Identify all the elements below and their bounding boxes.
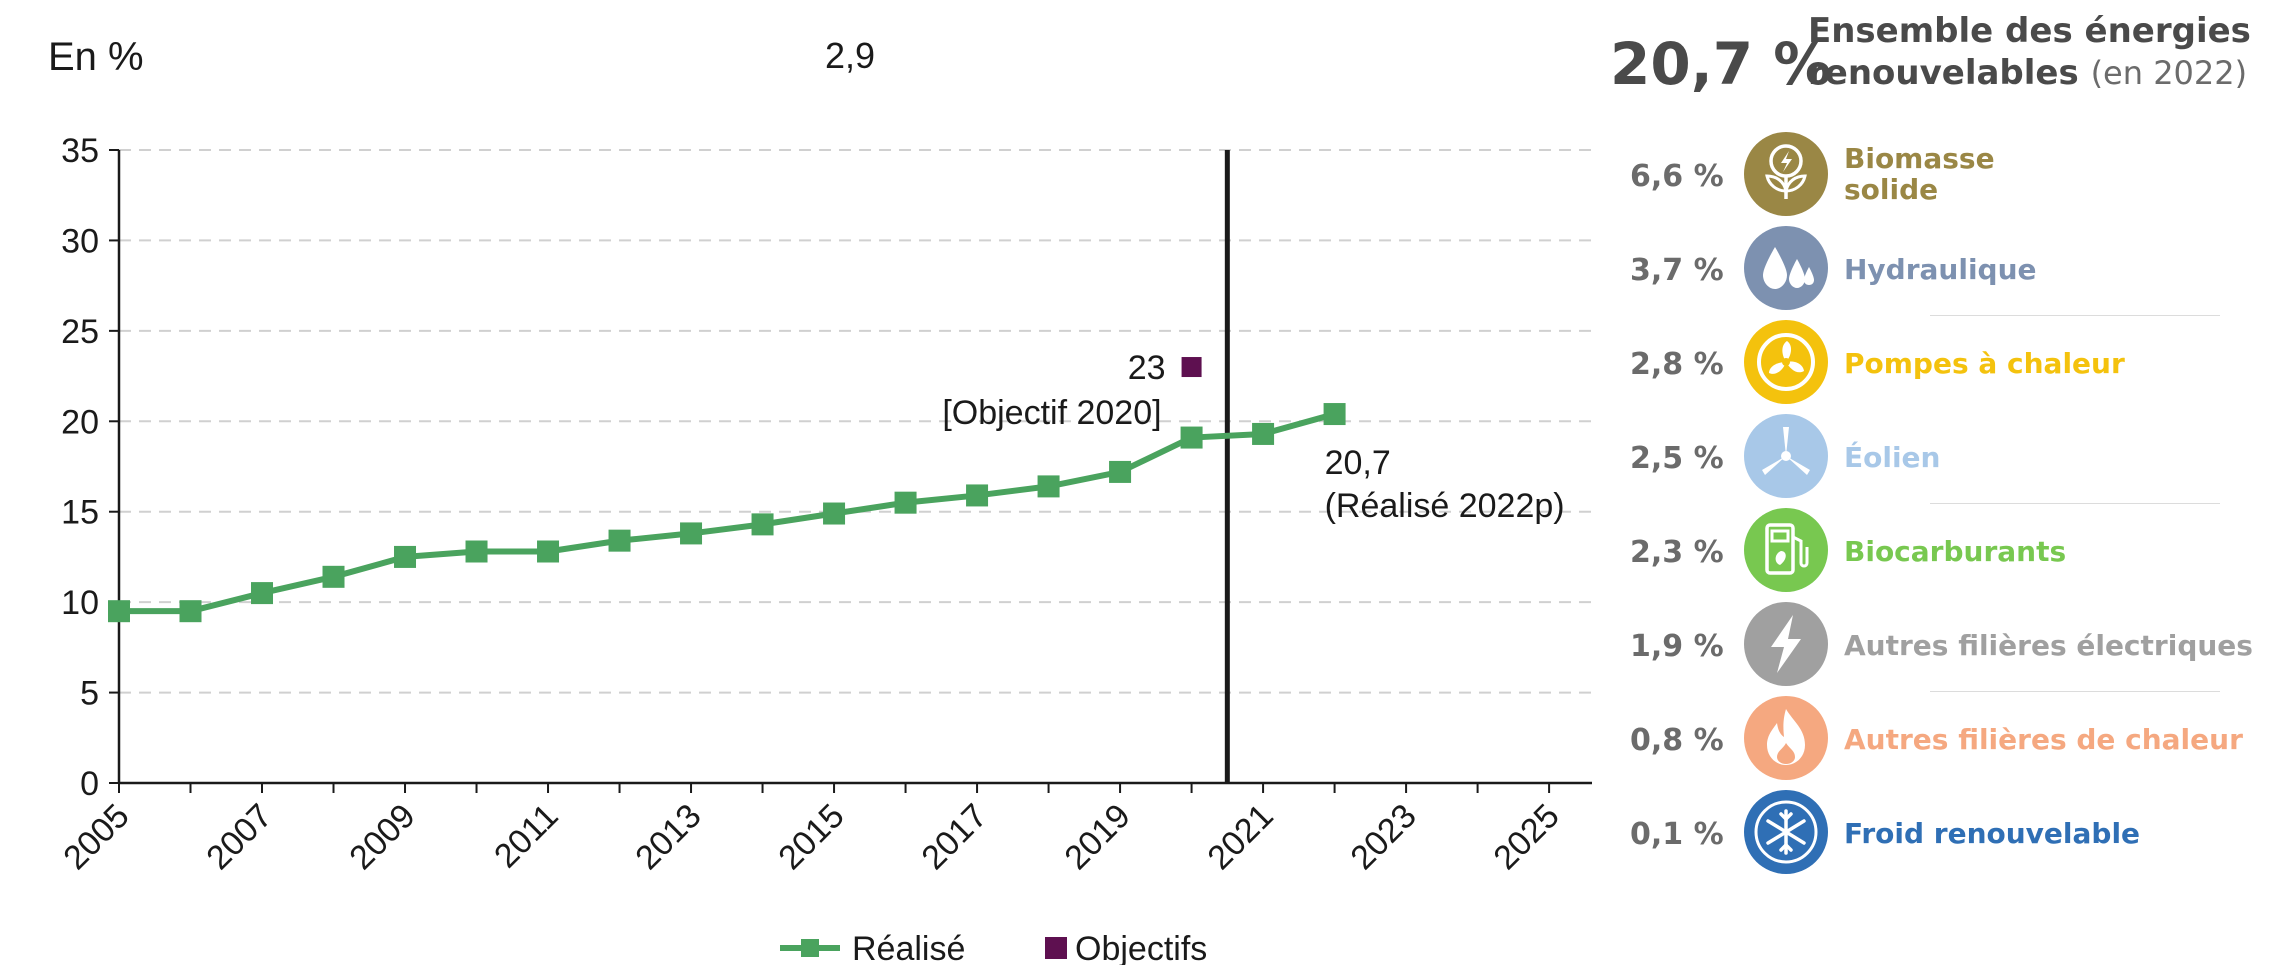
data-point-realise xyxy=(465,540,488,563)
wind-turbine-icon xyxy=(1744,414,1828,498)
top-label: 2,9 xyxy=(825,35,875,76)
category-percent: 3,7 % xyxy=(1630,253,1724,288)
water-drops-icon xyxy=(1744,226,1828,310)
category-percent: 1,9 % xyxy=(1630,629,1724,664)
category-name-biocarburants: Biocarburants xyxy=(1844,535,2067,568)
data-point-realise xyxy=(680,522,703,545)
category-name-line2: solide xyxy=(1844,173,1939,206)
flame-icon xyxy=(1744,696,1828,780)
total-share-title-line1: Ensemble des énergies xyxy=(1808,11,2251,51)
y-tick-label: 10 xyxy=(61,584,99,622)
data-point-realise xyxy=(108,600,130,623)
annotation-realised-value: 20,7 xyxy=(1325,444,1391,482)
series-line-realise xyxy=(119,411,1336,615)
x-tick-label: 2011 xyxy=(487,797,566,876)
category-row-biomasse-solide: 6,6 % Biomasse solide xyxy=(1600,129,2274,223)
category-name-line1: Biomasse xyxy=(1844,142,1995,175)
x-tick-label: 2019 xyxy=(1057,797,1137,877)
category-row-froid-renouvelable: 0,1 % Froid renouvelable xyxy=(1600,787,2274,881)
category-percent: 0,1 % xyxy=(1630,817,1724,852)
category-name-autres-filieres-de-chaleur: Autres filières de chaleur xyxy=(1844,723,2243,756)
total-share-value: 20,7 % xyxy=(1610,30,1832,98)
data-point-realise xyxy=(894,491,917,514)
y-tick-label: 25 xyxy=(61,313,99,351)
annotation-objective-value: 23 xyxy=(1128,349,1166,387)
annotation-realised-text: (Réalisé 2022p) xyxy=(1325,487,1565,525)
data-point-realise xyxy=(1109,460,1132,483)
x-tick-label: 2021 xyxy=(1200,797,1280,877)
data-point-realise xyxy=(251,582,274,605)
energy-breakdown-panel: 20,7 % Ensemble des énergies renouvelabl… xyxy=(1600,0,2274,965)
row-divider xyxy=(1930,691,2220,692)
x-tick-label: 2009 xyxy=(342,797,422,877)
y-axis-ticks: 0 5 10 15 20 25 30 35 xyxy=(61,132,119,803)
row-divider xyxy=(1930,503,2220,504)
y-tick-label: 20 xyxy=(61,403,99,441)
category-row-biocarburants: 2,3 % Biocarburants xyxy=(1600,505,2274,599)
series-realise xyxy=(108,403,1346,623)
category-name-hydraulique: Hydraulique xyxy=(1844,253,2037,286)
total-share-title-line2: renouvelables xyxy=(1808,53,2079,93)
category-row-eolien: 2,5 % Éolien xyxy=(1600,411,2274,505)
total-share-title: Ensemble des énergies renouvelables (en … xyxy=(1808,10,2251,94)
data-point-realise xyxy=(537,540,560,563)
data-point-realise xyxy=(608,529,631,552)
x-tick-label: 2015 xyxy=(771,797,851,877)
data-point-realise xyxy=(1037,475,1060,498)
data-point-realise xyxy=(394,545,417,568)
data-point-realise xyxy=(322,565,345,588)
category-name-froid-renouvelable: Froid renouvelable xyxy=(1844,817,2141,850)
data-point-realise xyxy=(1180,426,1203,449)
category-percent: 2,8 % xyxy=(1630,347,1724,382)
data-point-realise xyxy=(179,600,202,623)
category-row-hydraulique: 3,7 % Hydraulique xyxy=(1600,223,2274,317)
row-divider xyxy=(1930,315,2220,316)
lightning-icon xyxy=(1744,602,1828,686)
data-point-objectif xyxy=(1181,357,1202,378)
total-share-year: (en 2022) xyxy=(2090,54,2248,92)
x-tick-label: 2007 xyxy=(199,797,279,877)
category-name-pompes-a-chaleur: Pompes à chaleur xyxy=(1844,347,2125,380)
heat-pump-fan-icon xyxy=(1744,320,1828,404)
gridlines xyxy=(119,149,1592,694)
y-tick-label: 30 xyxy=(61,222,99,260)
y-tick-label: 5 xyxy=(80,675,99,713)
data-point-realise xyxy=(1252,422,1275,445)
category-row-pompes-a-chaleur: 2,8 % Pompes à chaleur xyxy=(1600,317,2274,411)
data-point-realise xyxy=(823,502,846,525)
x-tick-label: 2023 xyxy=(1343,797,1423,877)
legend: Réalisé Objectifs xyxy=(780,930,1207,965)
legend-realise-marker xyxy=(801,939,819,957)
x-tick-label: 2017 xyxy=(914,797,994,877)
category-percent: 6,6 % xyxy=(1630,159,1724,194)
category-percent: 2,3 % xyxy=(1630,535,1724,570)
x-tick-label: 2025 xyxy=(1486,797,1566,877)
x-tick-label: 2005 xyxy=(56,797,136,877)
category-name-autres-filieres-electriques: Autres filières électriques xyxy=(1844,629,2253,662)
fuel-pump-icon xyxy=(1744,508,1828,592)
legend-objectifs-label: Objectifs xyxy=(1075,930,1207,965)
x-tick-label: 2013 xyxy=(628,797,708,877)
legend-objectifs-marker xyxy=(1045,937,1067,959)
y-tick-label: 15 xyxy=(61,494,99,532)
annotation-objective-text: [Objectif 2020] xyxy=(942,394,1161,432)
category-row-autres-filieres-de-chaleur: 0,8 % Autres filières de chaleur xyxy=(1600,693,2274,787)
y-tick-label: 35 xyxy=(61,132,99,170)
snowflake-icon xyxy=(1744,790,1828,874)
category-percent: 0,8 % xyxy=(1630,723,1724,758)
y-tick-label: 0 xyxy=(80,765,99,803)
category-row-autres-filieres-electriques: 1,9 % Autres filières électriques xyxy=(1600,599,2274,693)
category-name-eolien: Éolien xyxy=(1844,441,1941,474)
series-objectifs xyxy=(1181,357,1202,378)
data-point-realise xyxy=(1323,403,1346,426)
plant-icon xyxy=(1744,132,1828,216)
category-percent: 2,5 % xyxy=(1630,441,1724,476)
category-name-biomasse-solide: Biomasse solide xyxy=(1844,143,1995,205)
legend-realise-label: Réalisé xyxy=(852,930,965,965)
x-axis-ticks: 2005 2007 2009 2011 2013 2015 2017 2019 2021 2023… xyxy=(56,783,1567,877)
data-point-realise xyxy=(966,484,989,507)
data-point-realise xyxy=(751,513,774,536)
unit-label: En % xyxy=(48,35,144,79)
